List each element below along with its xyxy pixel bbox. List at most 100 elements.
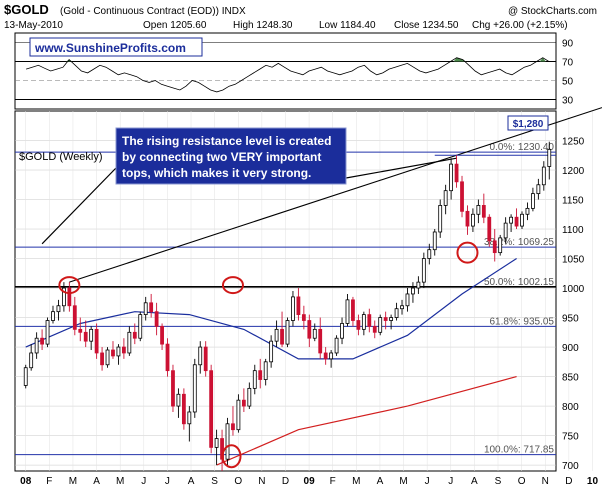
x-tick-label: D (282, 476, 289, 487)
candle (83, 320, 88, 348)
candle (121, 338, 126, 359)
candle (378, 314, 383, 336)
candle (291, 291, 295, 327)
candle (269, 335, 274, 368)
x-tick-label: A (188, 476, 195, 487)
candle (231, 406, 235, 436)
candle (471, 208, 475, 232)
candle (203, 341, 208, 377)
candle (427, 243, 432, 265)
candle (438, 199, 443, 238)
candle (400, 299, 404, 315)
candle (40, 329, 44, 351)
x-tick-label: O (518, 476, 526, 487)
price-tick-label: 1150 (562, 196, 584, 207)
price-tick-label: 1050 (562, 255, 585, 266)
candle (340, 317, 344, 345)
highlight-circle (221, 444, 242, 469)
candle (514, 208, 519, 230)
candle (372, 320, 377, 339)
fib-level-label: 38.2%: 1069.25 (484, 237, 554, 248)
rsi-tick-label: 90 (562, 39, 574, 50)
candle (143, 296, 148, 321)
annotation-callout: The rising resistance level is created b… (115, 127, 347, 185)
candle (498, 234, 503, 256)
annotation-line-1: The rising resistance level is created (122, 134, 331, 148)
stat-low: Low 1184.40 (319, 20, 376, 31)
candle (356, 314, 361, 336)
candle (421, 252, 426, 289)
x-tick-label: M (399, 476, 407, 487)
candle (487, 214, 492, 247)
rsi-panel: 90 70 50 30 www.SunshineProfits.com (14, 32, 574, 110)
price-tick-label: 950 (562, 314, 579, 325)
candle (236, 394, 241, 433)
price-tick-label: 1100 (562, 225, 584, 236)
rsi-tick-label: 30 (562, 96, 574, 107)
candle (394, 302, 399, 321)
x-tick-label: M (116, 476, 124, 487)
candle (252, 364, 257, 395)
candle (138, 311, 143, 342)
candle (536, 178, 541, 200)
resistance-trendline (69, 107, 602, 283)
chart-description: (Gold - Continuous Contract (EOD)) INDX (60, 6, 246, 17)
x-tick-label: S (211, 476, 218, 487)
candle (312, 323, 317, 342)
candle (225, 417, 230, 466)
candle (132, 323, 137, 345)
candle (100, 347, 104, 371)
candle (509, 214, 513, 232)
ma-red-line (216, 376, 517, 466)
candle (323, 347, 328, 365)
candle (72, 296, 77, 336)
x-tick-label: J (448, 476, 453, 487)
x-tick-label: A (377, 476, 384, 487)
candle (176, 388, 181, 418)
candle (296, 288, 301, 321)
x-tick-label: F (46, 476, 52, 487)
candle (241, 388, 246, 412)
callout-pointer (345, 157, 457, 179)
x-tick-label: O (234, 476, 242, 487)
candle (520, 211, 524, 230)
chart-date: 13-May-2010 (4, 20, 63, 31)
candle (503, 217, 508, 244)
annotation-line-2: by connecting two VERY important (122, 150, 321, 164)
candle (476, 199, 481, 224)
x-tick-label: N (258, 476, 265, 487)
candle (481, 193, 486, 224)
x-tick-label: F (330, 476, 336, 487)
candle (367, 308, 372, 333)
x-tick-label: M (352, 476, 360, 487)
candle (105, 347, 110, 368)
candle (449, 158, 454, 200)
candle (411, 282, 415, 303)
series-label: $GOLD (Weekly) (19, 151, 103, 163)
candle (318, 317, 323, 359)
candle (345, 293, 350, 327)
candle (111, 341, 115, 359)
candle (214, 429, 219, 466)
price-tick-label: 900 (562, 343, 579, 354)
callout-pointer (41, 167, 117, 245)
price-tick-label: 1250 (562, 137, 585, 148)
x-tick-label: J (165, 476, 170, 487)
candle (361, 311, 366, 336)
price-tick-label: 1000 (562, 284, 585, 295)
candle (525, 202, 530, 221)
candle (29, 344, 34, 371)
fib-level-label: 61.8%: 935.05 (490, 316, 555, 327)
candle (263, 358, 268, 386)
stat-open: Open 1205.60 (143, 20, 207, 31)
candle (181, 388, 186, 430)
watermark-text: www.SunshineProfits.com (34, 41, 186, 55)
candle (280, 311, 284, 348)
candle (454, 155, 459, 188)
candle (547, 141, 552, 180)
price-badge: $1,280 (507, 115, 549, 131)
candle (389, 314, 394, 330)
x-tick-label: A (471, 476, 478, 487)
chart-symbol: $GOLD (4, 2, 49, 17)
